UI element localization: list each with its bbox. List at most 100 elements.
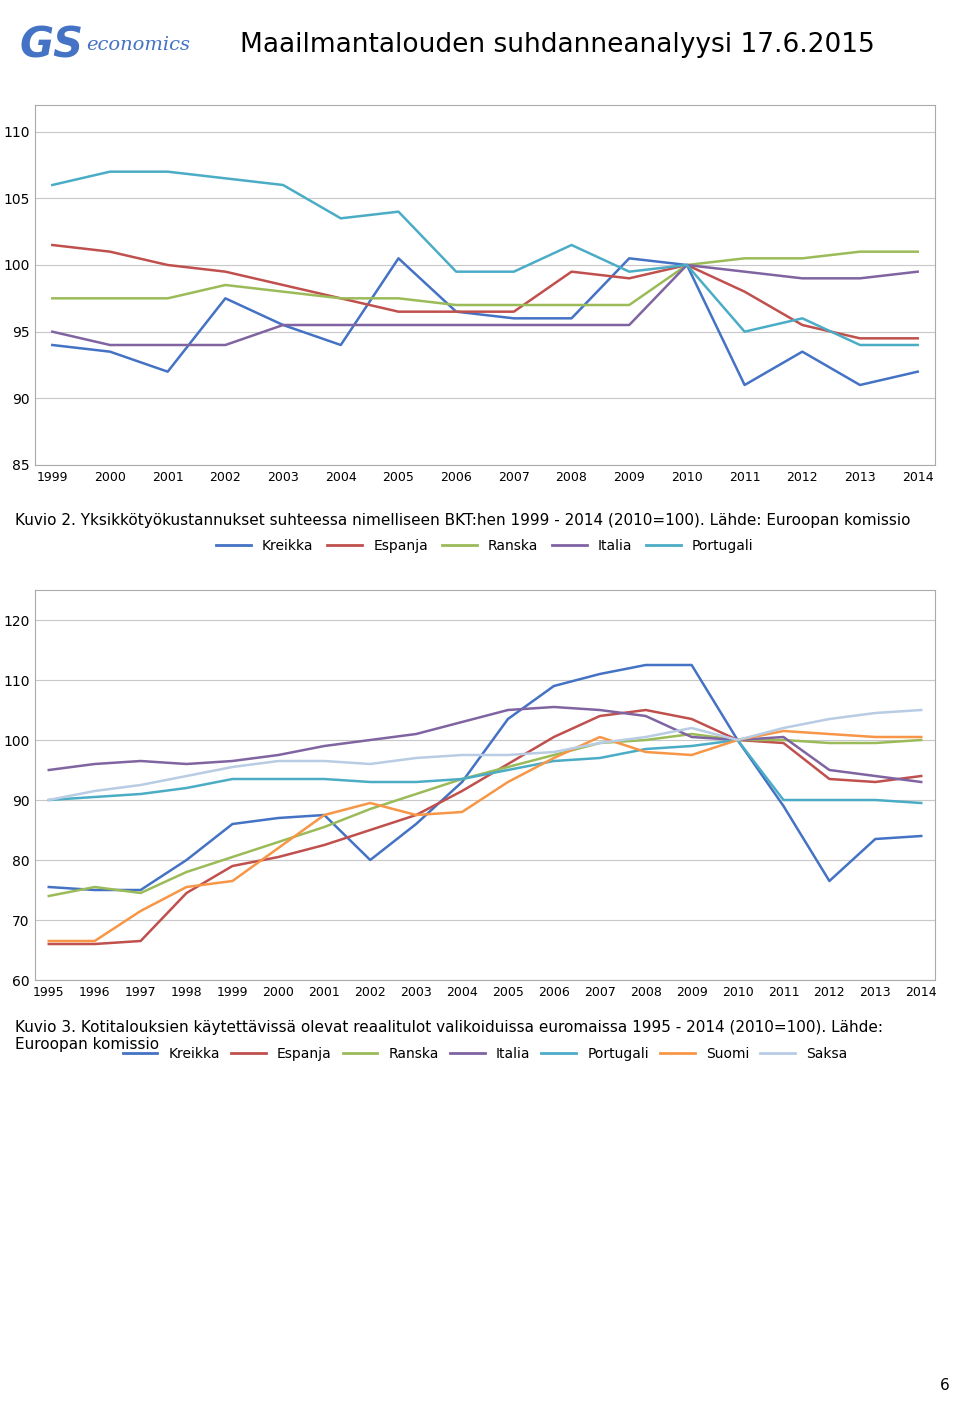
Portugali: [912, 336, 924, 353]
Italia: [105, 336, 116, 353]
Kreikka: [319, 807, 330, 824]
Portugali: [854, 336, 866, 353]
Saksa: [180, 768, 192, 785]
Kreikka: [393, 250, 404, 267]
Kreikka: [682, 256, 693, 273]
Portugali: [456, 770, 468, 787]
Portugali: [623, 263, 635, 280]
Saksa: [456, 747, 468, 763]
Ranska: [273, 834, 284, 851]
Espanja: [105, 243, 116, 260]
Suomi: [778, 723, 789, 740]
Italia: [319, 738, 330, 755]
Line: Portugali: Portugali: [49, 740, 922, 803]
Line: Kreikka: Kreikka: [49, 665, 922, 890]
Italia: [502, 702, 514, 718]
Espanja: [393, 304, 404, 321]
Portugali: [277, 177, 289, 194]
Portugali: [916, 794, 927, 811]
Ranska: [916, 731, 927, 748]
Espanja: [732, 731, 743, 748]
Ranska: [180, 863, 192, 880]
Portugali: [870, 792, 881, 808]
Line: Suomi: Suomi: [49, 731, 922, 941]
Ranska: [335, 290, 347, 307]
Kreikka: [502, 710, 514, 727]
Portugali: [105, 163, 116, 180]
Suomi: [732, 731, 743, 748]
Saksa: [732, 731, 743, 748]
Espanja: [365, 821, 376, 838]
Ranska: [912, 243, 924, 260]
Espanja: [277, 277, 289, 294]
Kreikka: [335, 336, 347, 353]
Portugali: [220, 170, 231, 187]
Italia: [277, 316, 289, 333]
Saksa: [870, 704, 881, 721]
Ranska: [450, 297, 462, 314]
Suomi: [43, 932, 55, 949]
Ranska: [778, 731, 789, 748]
Italia: [273, 747, 284, 763]
Espanja: [870, 773, 881, 790]
Ranska: [393, 290, 404, 307]
Kreikka: [46, 336, 58, 353]
Suomi: [685, 747, 697, 763]
Ranska: [89, 879, 101, 896]
Saksa: [319, 752, 330, 769]
Saksa: [824, 710, 835, 727]
Kreikka: [854, 377, 866, 394]
Suomi: [273, 839, 284, 856]
Suomi: [640, 744, 652, 761]
Kreikka: [685, 657, 697, 673]
Text: economics: economics: [86, 37, 190, 53]
Kreikka: [548, 678, 560, 695]
Kreikka: [134, 882, 146, 898]
Portugali: [319, 770, 330, 787]
Kreikka: [162, 363, 174, 380]
Kreikka: [739, 377, 751, 394]
Suomi: [870, 728, 881, 745]
Italia: [335, 316, 347, 333]
Espanja: [778, 734, 789, 751]
Suomi: [594, 728, 606, 745]
Italia: [89, 755, 101, 772]
Kreikka: [640, 657, 652, 673]
Kreikka: [180, 852, 192, 869]
Suomi: [227, 873, 238, 890]
Saksa: [227, 759, 238, 776]
Ranska: [594, 734, 606, 751]
Saksa: [502, 747, 514, 763]
Portugali: [43, 792, 55, 808]
Italia: [508, 316, 519, 333]
Saksa: [365, 755, 376, 772]
Espanja: [640, 702, 652, 718]
Suomi: [410, 807, 421, 824]
Line: Kreikka: Kreikka: [52, 259, 918, 385]
Ranska: [565, 297, 577, 314]
Italia: [912, 263, 924, 280]
Text: Maailmantalouden suhdanneanalyysi 17.6.2015: Maailmantalouden suhdanneanalyysi 17.6.2…: [240, 32, 875, 58]
Line: Italia: Italia: [49, 707, 922, 782]
Line: Saksa: Saksa: [49, 710, 922, 800]
Espanja: [594, 707, 606, 724]
Suomi: [916, 728, 927, 745]
Line: Portugali: Portugali: [52, 172, 918, 344]
Ranska: [797, 250, 808, 267]
Kreikka: [732, 731, 743, 748]
Portugali: [508, 263, 519, 280]
Italia: [450, 316, 462, 333]
Ranska: [277, 283, 289, 299]
Espanja: [739, 283, 751, 299]
Portugali: [227, 770, 238, 787]
Espanja: [685, 710, 697, 727]
Espanja: [162, 256, 174, 273]
Saksa: [685, 720, 697, 737]
Text: 6: 6: [940, 1378, 950, 1392]
Italia: [685, 728, 697, 745]
Kreikka: [450, 304, 462, 321]
Ranska: [319, 818, 330, 835]
Italia: [410, 725, 421, 742]
Legend: Kreikka, Espanja, Ranska, Italia, Portugali, Suomi, Saksa: Kreikka, Espanja, Ranska, Italia, Portug…: [117, 1042, 853, 1067]
Portugali: [180, 779, 192, 796]
